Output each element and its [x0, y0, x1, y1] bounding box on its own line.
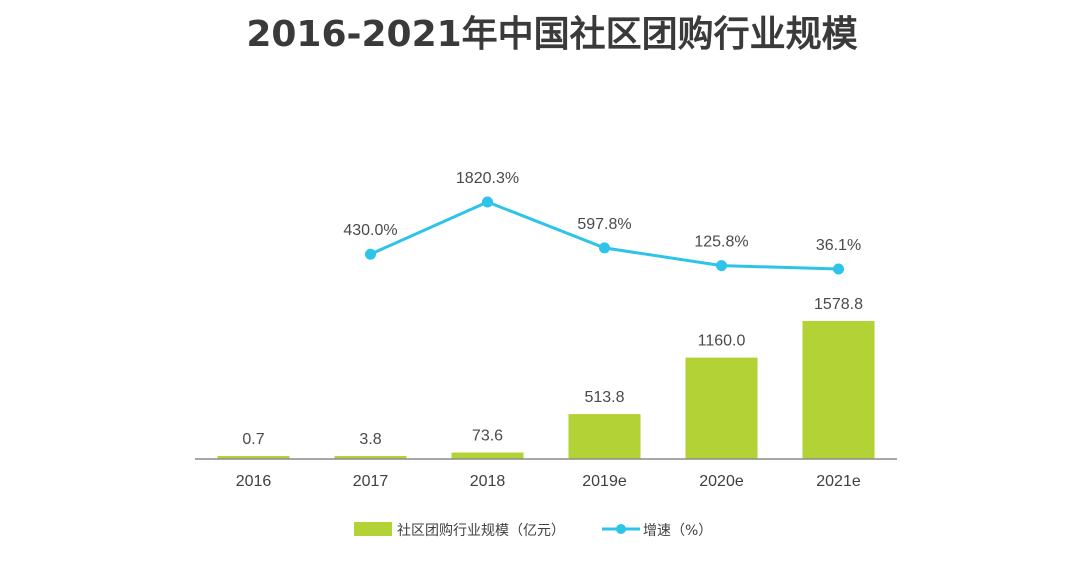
legend-bar-label: 社区团购行业规模（亿元） — [397, 523, 565, 539]
growth-point-2021e — [833, 263, 844, 275]
legend-line-marker — [616, 524, 626, 534]
growth-point-2017 — [365, 248, 376, 260]
bar-2019e — [568, 414, 641, 459]
bar-label-2020e: 1160.0 — [698, 333, 746, 350]
x-tick-2019e: 2019e — [582, 473, 627, 490]
bar-2017 — [334, 456, 407, 459]
x-tick-2017: 2017 — [353, 473, 389, 490]
x-tick-2020e: 2020e — [699, 473, 744, 490]
bar-label-2018: 73.6 — [472, 428, 503, 445]
growth-label-2020e: 125.8% — [694, 234, 748, 251]
growth-point-2018 — [482, 196, 493, 208]
growth-label-2017: 430.0% — [343, 222, 397, 239]
growth-line — [369, 200, 839, 271]
growth-label-2019e: 597.8% — [577, 216, 631, 233]
legend-bar-swatch — [354, 522, 392, 536]
bar-2021e — [802, 321, 875, 459]
bar-label-2021e: 1578.8 — [814, 296, 863, 313]
growth-point-2020e — [716, 260, 727, 272]
x-ticks-layer: 2016 2017 2018 2019e 2020e 2021e — [236, 473, 861, 490]
x-tick-2016: 2016 — [236, 473, 272, 490]
bar-label-2019e: 513.8 — [584, 389, 624, 406]
chart-title: 2016-2021年中国社区团购行业规模 — [246, 14, 857, 55]
x-tick-2018: 2018 — [470, 473, 506, 490]
x-tick-2021e: 2021e — [816, 473, 861, 490]
bar-label-2017: 3.8 — [359, 431, 381, 448]
growth-label-2021e: 36.1% — [816, 237, 861, 254]
growth-point-2019e — [599, 242, 610, 254]
line-layer: 430.0% 1820.3% 597.8% 125.8% 36.1% — [343, 170, 861, 275]
growth-label-2018: 1820.3% — [456, 170, 519, 187]
bar-label-2016: 0.7 — [242, 431, 264, 448]
bar-2016 — [217, 456, 290, 459]
bar-2018 — [451, 452, 524, 459]
legend: 社区团购行业规模（亿元） 增速（%） — [354, 522, 712, 539]
bar-2020e — [685, 357, 758, 459]
bars-layer: 0.7 3.8 73.6 513.8 1160.0 1578.8 — [217, 296, 875, 459]
legend-line-label: 增速（%） — [643, 523, 712, 539]
